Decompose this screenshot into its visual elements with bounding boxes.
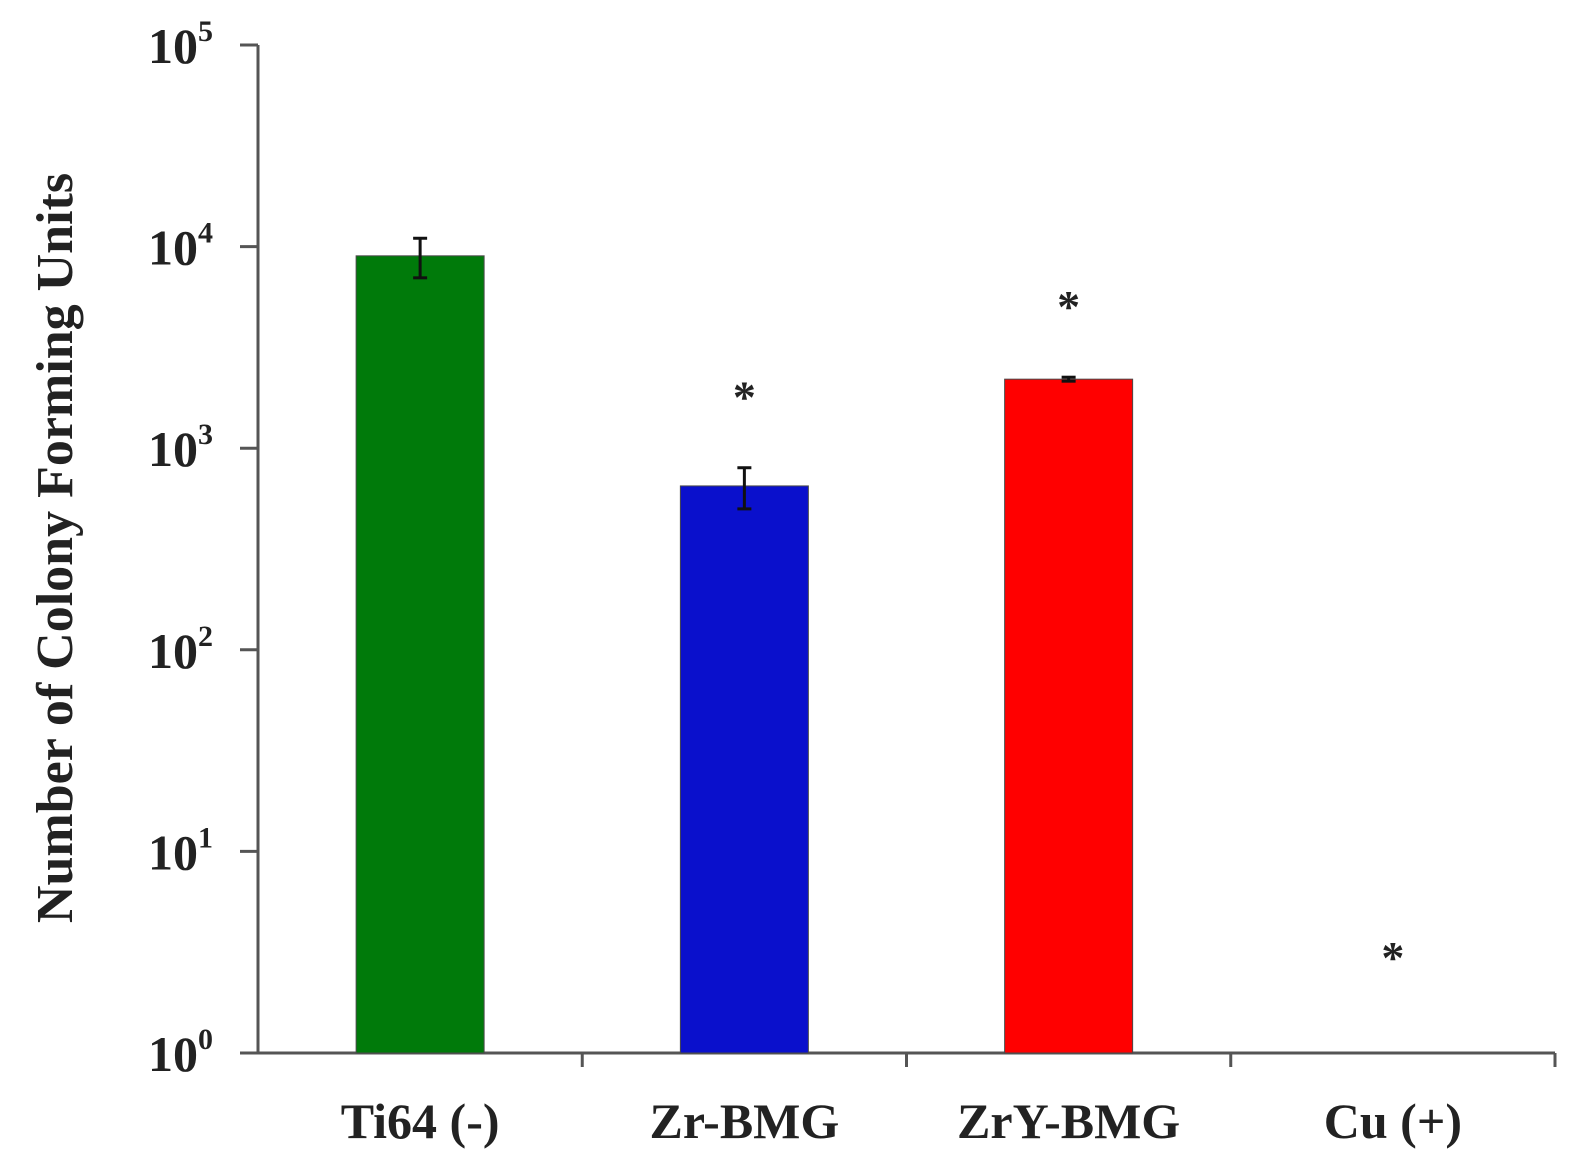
y-tick-label: 100 [148,1023,213,1082]
y-tick-exponent: 3 [198,418,213,451]
y-tick-label: 102 [148,620,213,679]
chart-bars [355,255,1134,1054]
chart-significance-markers: * * * [733,281,1405,983]
y-tick-base: 10 [148,220,198,276]
y-tick-base: 10 [148,18,198,74]
chart-error-bars [413,236,1076,511]
bar [1004,378,1134,1054]
significance-marker: * [1381,932,1404,983]
y-tick-base: 10 [148,1026,198,1082]
x-tick-label: Cu (+) [1324,1093,1462,1149]
y-tick-base: 10 [148,824,198,880]
y-tick-exponent: 5 [198,15,213,48]
significance-marker: * [733,372,756,423]
significance-marker: * [1057,281,1080,332]
y-tick-base: 10 [148,623,198,679]
y-tick-base: 10 [148,421,198,477]
y-tick-label: 104 [148,217,213,276]
y-tick-exponent: 2 [198,620,213,653]
y-tick-exponent: 0 [198,1023,213,1056]
x-tick-label: Zr-BMG [649,1093,839,1149]
y-tick-label: 101 [148,821,213,880]
y-tick-label: 103 [148,418,213,477]
bar [355,255,485,1054]
y-axis-label: Number of Colony Forming Units [27,173,84,923]
x-axis-labels: Ti64 (-) Zr-BMG ZrY-BMG Cu (+) [341,1093,1462,1149]
y-tick-exponent: 4 [198,217,213,250]
y-tick-label: 105 [148,15,213,74]
x-tick-label: Ti64 (-) [341,1093,500,1149]
bar [679,485,809,1054]
y-tick-exponent: 1 [198,821,213,854]
x-tick-label: ZrY-BMG [957,1093,1180,1149]
